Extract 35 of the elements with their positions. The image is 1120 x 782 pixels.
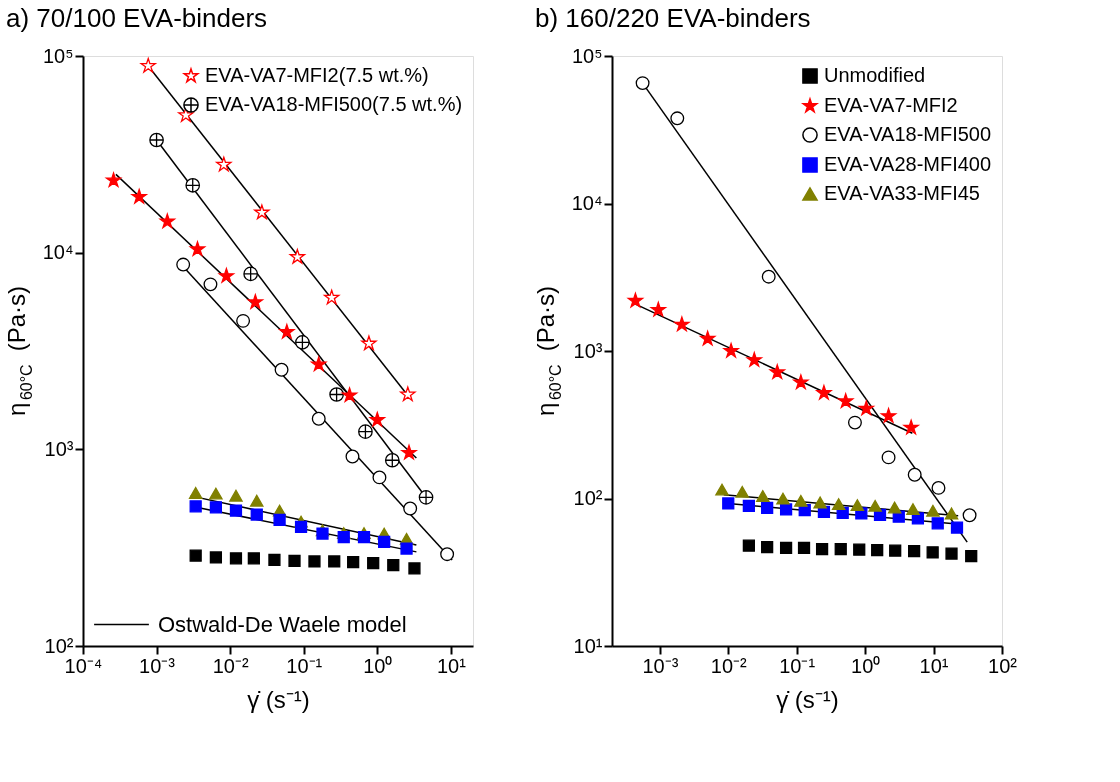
chart-title: b) 160/220 EVA-binders bbox=[535, 3, 811, 33]
legend-label: EVA-VA7-MFI2 bbox=[824, 94, 958, 116]
legend-label: Ostwald-De Waele model bbox=[158, 611, 407, 637]
y-axis-title: η60°C (Pa·s) bbox=[3, 286, 35, 416]
x-tick-label: 10⁻² bbox=[212, 654, 249, 677]
x-tick-label: 10⁻³ bbox=[139, 654, 176, 677]
legend-label: Unmodified bbox=[824, 64, 926, 86]
legend-label: EVA-VA33-MFI45 bbox=[824, 182, 980, 204]
x-tick-label: 10⁰ bbox=[851, 654, 881, 677]
y-tick-label: 10³ bbox=[44, 437, 74, 460]
y-tick-label: 10⁵ bbox=[571, 44, 603, 67]
x-axis-title: γ̇ (s⁻¹) bbox=[247, 685, 310, 713]
y-tick-label: 10³ bbox=[573, 339, 603, 362]
y-tick-label: 10² bbox=[573, 487, 603, 509]
y-tick-label: 10⁴ bbox=[571, 192, 603, 214]
x-tick-label: 10⁻¹ bbox=[286, 654, 323, 677]
chart-title: a) 70/100 EVA-binders bbox=[6, 3, 268, 33]
x-tick-label: 10⁰ bbox=[363, 654, 393, 677]
x-tick-label: 10¹ bbox=[919, 654, 949, 677]
y-tick-label: 10² bbox=[44, 634, 74, 657]
x-tick-label: 10¹ bbox=[436, 654, 467, 677]
legend-label: EVA-VA7-MFI2(7.5 wt.%) bbox=[205, 64, 429, 86]
x-tick-label: 10⁻² bbox=[710, 654, 748, 677]
x-tick-label: 10⁻⁴ bbox=[64, 654, 103, 677]
y-tick-label: 10⁴ bbox=[42, 241, 74, 264]
x-axis-title: γ̇ (s⁻¹) bbox=[776, 685, 839, 713]
x-tick-label: 10⁻³ bbox=[642, 654, 679, 677]
y-tick-label: 10⁵ bbox=[42, 44, 74, 67]
legend-label: EVA-VA28-MFI400 bbox=[824, 153, 992, 175]
legend-label: EVA-VA18-MFI500 bbox=[824, 123, 992, 145]
y-tick-label: 10¹ bbox=[573, 634, 603, 657]
y-axis-title: η60°C (Pa·s) bbox=[532, 286, 564, 416]
x-tick-label: 10⁻¹ bbox=[779, 654, 816, 677]
x-tick-label: 10² bbox=[988, 654, 1018, 677]
legend-label: EVA-VA18-MFI500(7.5 wt.%) bbox=[205, 93, 463, 115]
